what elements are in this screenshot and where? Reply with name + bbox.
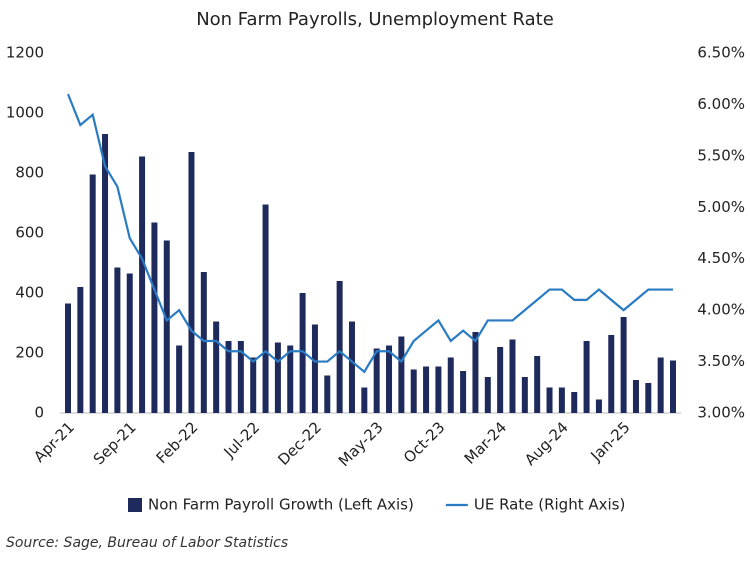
x-tick-label: May-23 <box>335 418 387 470</box>
bar <box>77 287 84 413</box>
y2-tick-label: 4.50% <box>697 249 745 267</box>
bar <box>484 377 491 413</box>
bar <box>509 339 516 413</box>
bar <box>373 348 380 413</box>
bar <box>410 369 417 413</box>
bar <box>435 366 442 413</box>
bar <box>497 347 504 413</box>
bar <box>200 272 207 413</box>
bar <box>620 317 627 413</box>
bar <box>114 267 121 413</box>
bar <box>558 387 565 413</box>
x-tick-label: Dec-22 <box>274 418 325 469</box>
x-tick-label: Apr-21 <box>30 418 78 466</box>
bar <box>299 293 306 413</box>
y2-tick-label: 3.00% <box>697 404 745 422</box>
bar <box>311 324 318 413</box>
bar <box>521 377 528 413</box>
y2-tick-label: 5.50% <box>697 146 745 164</box>
legend-label: UE Rate (Right Axis) <box>474 496 625 514</box>
y-tick-label: 800 <box>15 164 44 182</box>
bar <box>670 360 676 413</box>
y2-tick-label: 4.00% <box>697 301 745 319</box>
bar <box>608 335 615 413</box>
bar <box>595 399 602 413</box>
bar <box>139 156 146 413</box>
chart-title: Non Farm Payrolls, Unemployment Rate <box>196 9 554 30</box>
y2-tick-label: 6.50% <box>697 44 745 62</box>
x-tick-label: Jul-22 <box>220 418 264 462</box>
bar <box>534 356 541 413</box>
legend-swatch <box>128 498 142 512</box>
x-tick-label: Oct-23 <box>400 418 448 466</box>
y2-tick-label: 5.00% <box>697 198 745 216</box>
bar <box>657 357 664 413</box>
bar <box>398 336 405 413</box>
bar <box>176 345 183 413</box>
bar <box>151 222 158 413</box>
bar <box>163 240 170 413</box>
bar <box>386 345 393 413</box>
bar <box>126 273 133 413</box>
bar <box>361 387 368 413</box>
bar <box>583 341 590 413</box>
bar <box>423 366 430 413</box>
bar <box>65 303 71 413</box>
bar <box>632 380 639 413</box>
ue-line <box>66 93 673 374</box>
x-tick-label: Mar-24 <box>461 418 510 467</box>
x-tick-label: Jan-25 <box>587 418 634 465</box>
y2-tick-label: 3.50% <box>697 352 745 370</box>
x-tick-label: Sep-21 <box>90 418 140 468</box>
bar <box>546 387 553 413</box>
bar <box>213 321 220 413</box>
y-tick-label: 0 <box>34 404 44 422</box>
bar <box>336 281 343 413</box>
bar <box>262 204 269 413</box>
bar <box>89 174 96 413</box>
x-tick-label: Feb-22 <box>153 418 202 467</box>
bar <box>571 392 578 413</box>
bar <box>225 341 232 413</box>
bar <box>274 342 281 413</box>
legend-label: Non Farm Payroll Growth (Left Axis) <box>148 496 414 514</box>
bar <box>324 375 331 413</box>
y-tick-label: 1200 <box>6 44 44 62</box>
bar <box>237 341 244 413</box>
y2-tick-label: 6.00% <box>697 95 745 113</box>
y-tick-label: 1000 <box>6 104 44 122</box>
y-tick-label: 400 <box>15 284 44 302</box>
bar <box>102 134 109 413</box>
source-note: Source: Sage, Bureau of Labor Statistics <box>6 535 288 551</box>
bar <box>472 332 479 413</box>
bar <box>645 383 652 413</box>
bar <box>250 357 257 413</box>
bar <box>188 152 195 413</box>
y-tick-label: 200 <box>15 344 44 362</box>
bar <box>447 357 454 413</box>
x-tick-label: Aug-24 <box>521 418 572 469</box>
bar <box>460 371 467 413</box>
bar <box>348 321 355 413</box>
bar <box>287 345 294 413</box>
y-tick-label: 600 <box>15 224 44 242</box>
